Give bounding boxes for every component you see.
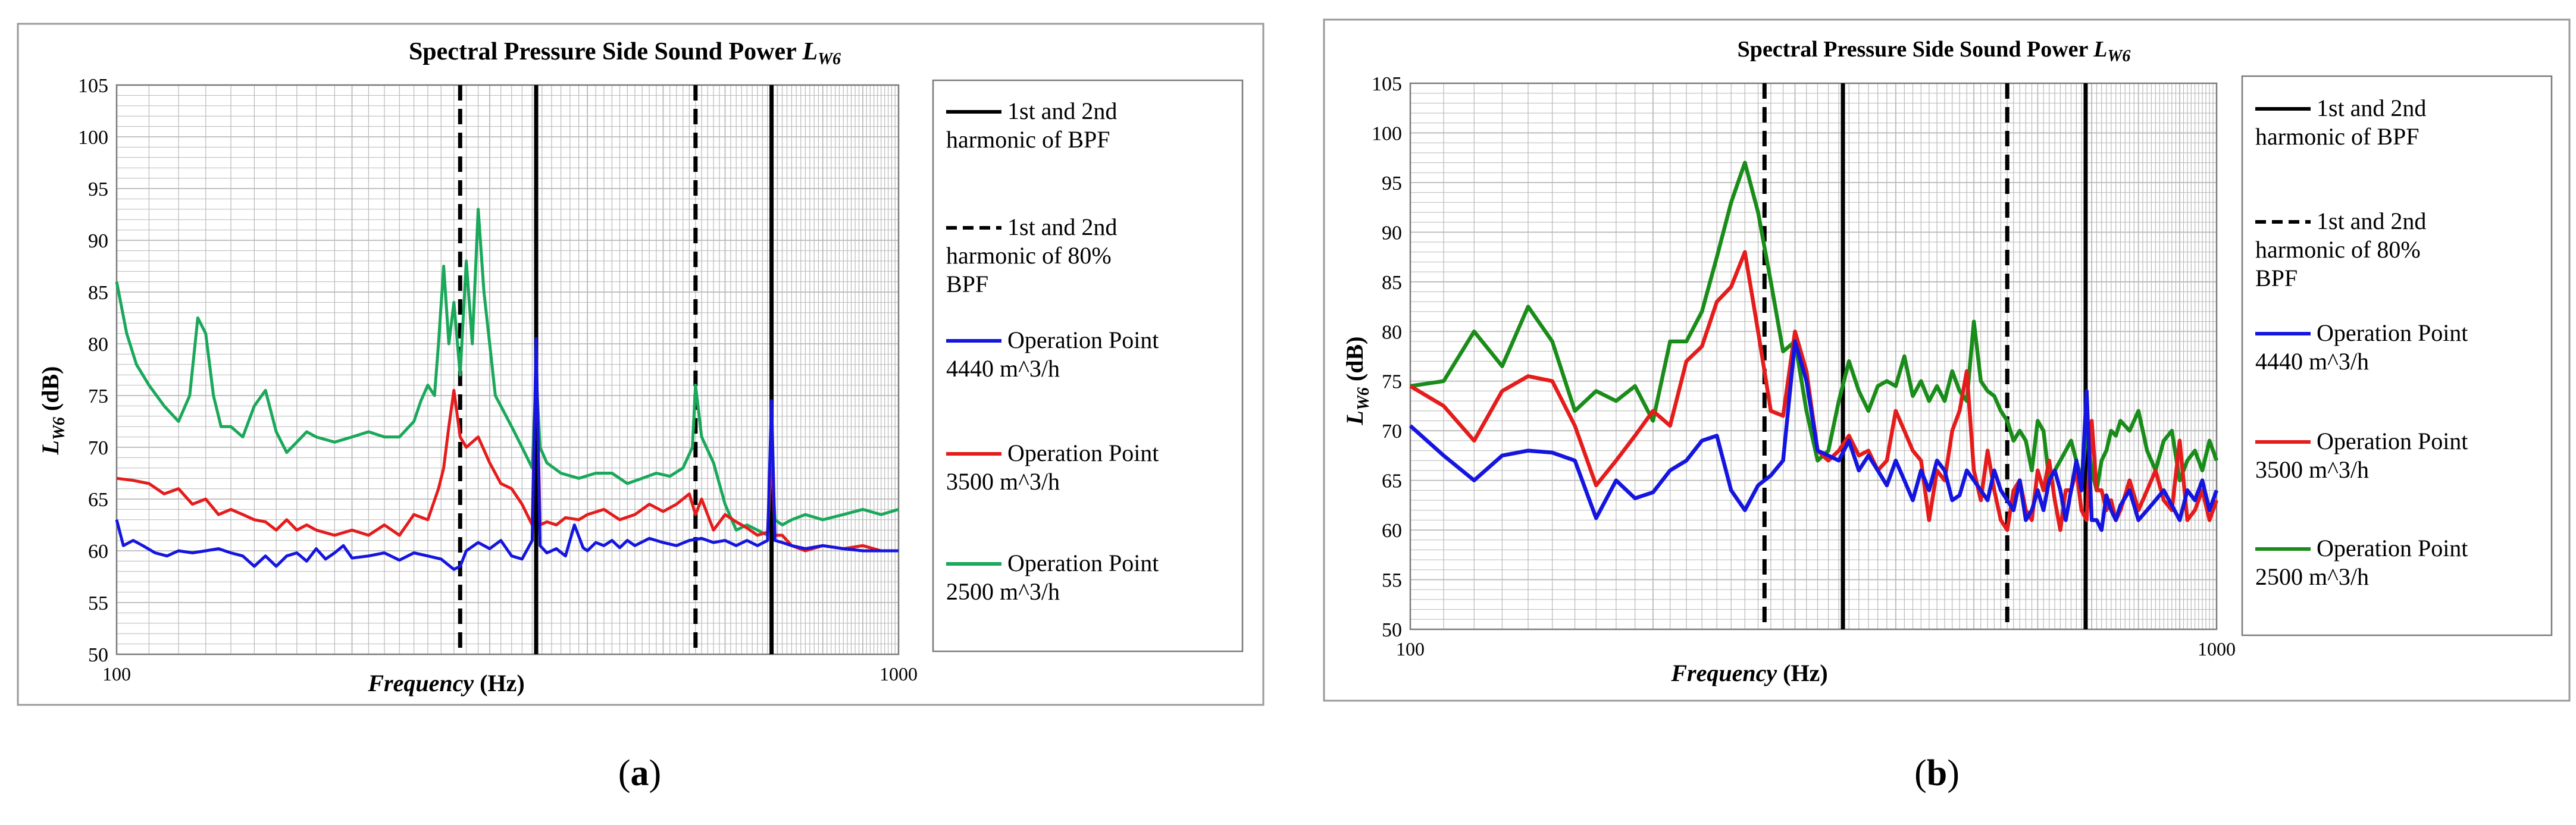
y-tick-label: 95 (88, 178, 108, 200)
panel-a-title: Spectral Pressure Side Sound Power LW6 (409, 38, 841, 68)
panel-a-legend: 1st and 2nd harmonic of BPF 1st and 2nd har… (932, 79, 1244, 653)
y-tick-label: 75 (1382, 371, 1402, 393)
legend-label-bpf_lines: 1st and 2nd harmonic of BPF (946, 98, 1117, 153)
panel-b-axes: 50 55 60 65 70 75 80 85 90 95 100 105 100 1000 (1372, 73, 2236, 660)
panel-b-harmonic-lines (1762, 83, 2088, 629)
panel-label-a: (a) (618, 753, 661, 793)
y-tick-label: 55 (1382, 570, 1402, 592)
y-tick-label: 90 (88, 230, 108, 252)
panel-b-y-axis-label: LW6 (dB) (1341, 337, 1373, 426)
series-line-op2500 (1410, 161, 2219, 493)
series-line-op3500 (116, 347, 899, 553)
y-tick-label: 70 (1382, 421, 1402, 443)
panel-a-series (115, 208, 899, 571)
y-tick-label: 100 (1372, 123, 1402, 145)
legend-label-bpf80_lines: 1st and 2nd harmonic of 80% BPF (946, 214, 1117, 297)
series-line-op4440 (115, 337, 899, 571)
panel-b-series (1408, 161, 2219, 532)
legend-label-op2500: Operation Point 2500 m^3/h (2255, 535, 2468, 590)
plot-area (115, 84, 900, 655)
y-tick-label: 85 (1382, 272, 1402, 294)
legend-label-op3500: Operation Point 3500 m^3/h (2255, 428, 2468, 483)
y-tick-label: 85 (88, 282, 108, 304)
y-tick-label: 65 (1382, 470, 1402, 493)
y-tick-label: 105 (78, 75, 108, 97)
legend-label-bpf80_lines: 1st and 2nd harmonic of 80% BPF (2255, 208, 2426, 291)
panel-b-legend: 1st and 2nd harmonic of BPF 1st and 2nd har… (2241, 75, 2553, 636)
y-tick-label: 95 (1382, 172, 1402, 195)
y-tick-label: 75 (88, 385, 108, 407)
panel-a-title-text: Spectral Pressure Side Sound Power (409, 38, 803, 65)
panel-b-chart: Spectral Pressure Side Sound Power LW6 5… (1323, 18, 2571, 702)
legend-label-op3500: Operation Point 3500 m^3/h (946, 440, 1159, 495)
y-tick-label: 100 (78, 127, 108, 149)
y-tick-label: 80 (88, 334, 108, 356)
y-tick-label: 105 (1372, 73, 1402, 95)
x-tick-label: 100 (1396, 638, 1425, 660)
y-tick-label: 60 (88, 541, 108, 563)
legend-label-op2500: Operation Point 2500 m^3/h (946, 550, 1159, 605)
panel-label-b: (b) (1914, 753, 1960, 793)
legend-label-op4440: Operation Point 4440 m^3/h (2255, 319, 2468, 375)
panel-b-x-axis-label: Frequency (Hz) (1670, 660, 1827, 686)
y-tick-label: 80 (1382, 321, 1402, 343)
legend-label-op4440: Operation Point 4440 m^3/h (946, 327, 1159, 382)
legend-label-bpf_lines: 1st and 2nd harmonic of BPF (2255, 95, 2426, 150)
series-line-op4440 (1408, 339, 2219, 532)
legend-box (932, 79, 1244, 653)
x-tick-label: 1000 (2198, 638, 2236, 660)
y-tick-label: 50 (1382, 619, 1402, 641)
y-tick-label: 50 (88, 644, 108, 666)
panel-a-chart: Spectral Pressure Side Sound Power LW6 5… (17, 23, 1264, 706)
x-tick-label: 100 (102, 663, 131, 685)
y-tick-label: 65 (88, 489, 108, 511)
y-tick-label: 60 (1382, 520, 1402, 542)
panel-b-title: Spectral Pressure Side Sound Power LW6 (1738, 37, 2131, 65)
y-tick-label: 70 (88, 437, 108, 459)
y-tick-label: 90 (1382, 222, 1402, 244)
y-tick-label: 55 (88, 592, 108, 614)
panel-b-title-text: Spectral Pressure Side Sound Power (1738, 37, 2094, 62)
panel-a-axes: 50 55 60 65 70 75 80 85 90 95 100 105 100 1000 (78, 75, 918, 685)
plot-area (1409, 82, 2218, 630)
panel-a-x-axis-label: Frequency (Hz) (367, 670, 524, 697)
x-tick-label: 1000 (879, 663, 918, 685)
panel-a-y-axis-label: LW6 (dB) (37, 366, 68, 456)
legend-box (2241, 75, 2553, 636)
panel-a-grid (116, 84, 899, 655)
